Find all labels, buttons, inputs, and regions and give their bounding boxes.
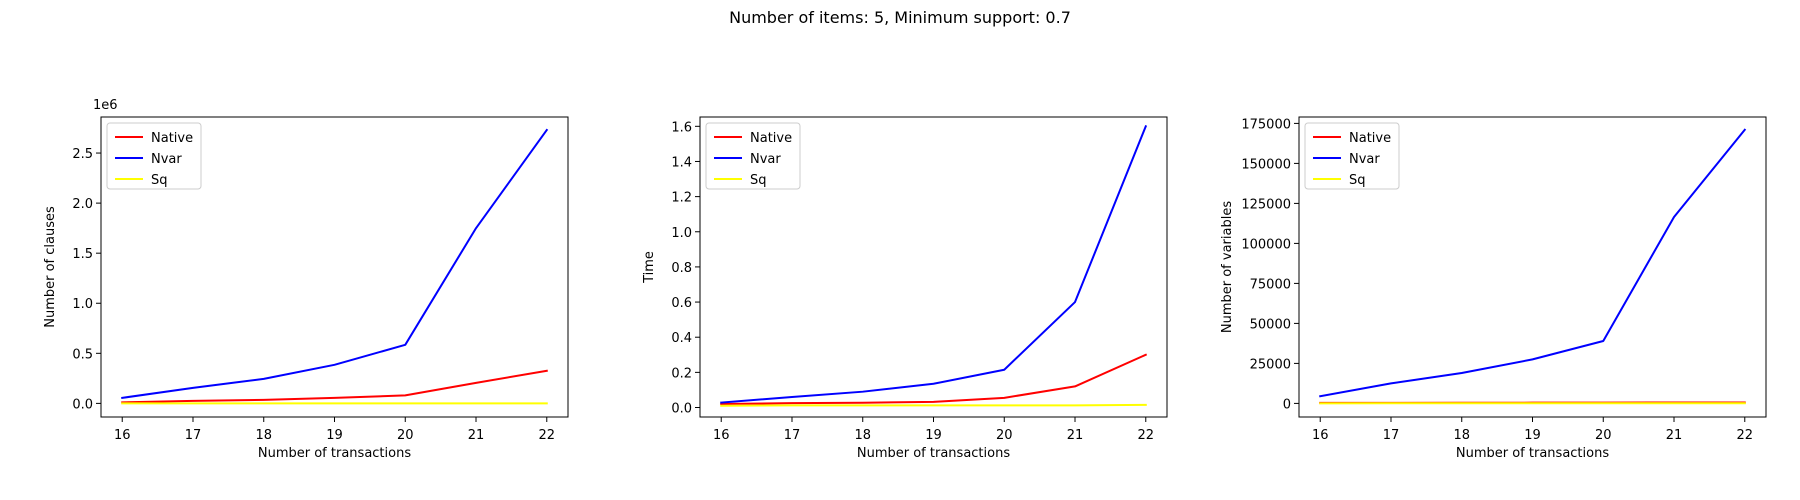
subplots: 16 17 18 19 20 21 22 0.0 0.5 1.0 1.5 2.0 2.5 1e6 Numbe… (43, 98, 1767, 461)
chart-1-series-nvar-line (121, 128, 549, 400)
chart-1: 16 17 18 19 20 21 22 0.0 0.5 1.0 1.5 2.0 2.5 1e6 Numbe… (43, 98, 569, 461)
chart-2-y-tick-label: 0.0 (671, 402, 692, 417)
chart-3-x-axis-label: Number of transactions (1456, 446, 1609, 461)
chart-2-y-tick-label: 0.8 (671, 261, 692, 276)
chart-1-x-tick-label: 21 (468, 428, 485, 443)
chart-1-y-tick-label: 2.0 (72, 197, 93, 212)
chart-2-x-tick-label: 18 (854, 428, 871, 443)
chart-2-y-tick-label: 0.6 (671, 296, 692, 311)
chart-1-legend-box (106, 122, 202, 190)
chart-2-y-tick-label: 1.0 (671, 226, 692, 241)
chart-1-y-axis-label: Number of clauses (43, 206, 58, 328)
chart-1-x-axis-label: Number of transactions (258, 446, 411, 461)
chart-2-series-nvar-line (720, 125, 1148, 404)
chart-3-y-tick-label: 25000 (1250, 357, 1291, 372)
chart-1-legend-label-sq: Sq (151, 173, 168, 188)
chart-1-series-native-line (121, 369, 548, 404)
chart-2-legend-box (705, 122, 801, 190)
chart-1-legend-label-nvar: Nvar (151, 152, 182, 167)
chart-2-y-axis-label: Time (642, 251, 657, 284)
chart-2-y-tick-label: 1.6 (671, 120, 692, 135)
chart-1-x-tick-label: 18 (255, 428, 272, 443)
chart-2-x-tick-label: 17 (784, 428, 801, 443)
chart-1-y-tick-label: 2.5 (72, 147, 93, 162)
chart-3-x-tick-label: 18 (1453, 428, 1470, 443)
chart-3-legend: Native Nvar Sq (1304, 122, 1400, 190)
chart-1-offset-text: 1e6 (93, 98, 118, 113)
chart-2-legend-label-native: Native (750, 131, 792, 146)
chart-3-y-tick-label: 125000 (1241, 197, 1291, 212)
chart-3-x-tick-label: 22 (1736, 428, 1753, 443)
chart-2-x-tick-label: 21 (1067, 428, 1084, 443)
chart-3-x-tick-label: 19 (1524, 428, 1541, 443)
chart-3-legend-label-sq: Sq (1349, 173, 1366, 188)
chart-2-y-tick-label: 1.4 (671, 155, 692, 170)
chart-1-x-tick-label: 16 (114, 428, 131, 443)
chart-3-y-tick-label: 150000 (1241, 157, 1291, 172)
chart-2: 16 17 18 19 20 21 22 0.0 0.2 0.4 0.6 0.8 1.0 1.2 1.4 1.… (642, 116, 1168, 461)
chart-3-y-axis-label: Number of variables (1220, 201, 1235, 333)
chart-3-x-tick-label: 21 (1666, 428, 1683, 443)
chart-3-x-tick-label: 20 (1595, 428, 1612, 443)
chart-3-x-tick-label: 17 (1383, 428, 1400, 443)
chart-2-legend-label-sq: Sq (750, 173, 767, 188)
chart-1-legend-label-native: Native (151, 131, 193, 146)
chart-2-series-sq-line (720, 403, 1147, 407)
chart-3-legend-box (1304, 122, 1400, 190)
figure-suptitle: Number of items: 5, Minimum support: 0.7 (729, 8, 1071, 27)
chart-3-x-tick-label: 16 (1312, 428, 1329, 443)
chart-2-x-tick-label: 19 (925, 428, 942, 443)
chart-2-x-axis-label: Number of transactions (857, 446, 1010, 461)
chart-1-y-tick-label: 0.0 (72, 397, 93, 412)
chart-1-y-tick-label: 1.0 (72, 297, 93, 312)
chart-2-x-tick-label: 16 (713, 428, 730, 443)
chart-2-x-tick-label: 20 (996, 428, 1013, 443)
chart-1-y-tick-label: 1.5 (72, 247, 93, 262)
chart-1-x-tick-label: 20 (397, 428, 414, 443)
chart-1-x-tick-label: 17 (185, 428, 202, 443)
chart-1-y-tick-label: 0.5 (72, 347, 93, 362)
chart-3-y-tick-label: 0 (1283, 397, 1291, 412)
chart-2-legend: Native Nvar Sq (705, 122, 801, 190)
chart-2-y-tick-label: 0.2 (671, 366, 692, 381)
chart-1-x-tick-label: 19 (326, 428, 343, 443)
chart-3-legend-label-native: Native (1349, 131, 1391, 146)
chart-3-series-nvar-line (1319, 128, 1747, 398)
chart-2-series-native-line (720, 353, 1148, 406)
chart-2-x-tick-label: 22 (1137, 428, 1154, 443)
chart-2-y-tick-label: 1.2 (671, 191, 692, 206)
chart-1-x-tick-label: 22 (538, 428, 555, 443)
chart-3-y-tick-label: 175000 (1241, 117, 1291, 132)
chart-3-y-tick-label: 100000 (1241, 237, 1291, 252)
chart-3: 16 17 18 19 20 21 22 0 25000 50000 75000 100000 1250… (1220, 116, 1767, 461)
chart-1-legend: Native Nvar Sq (106, 122, 202, 190)
chart-3-legend-label-nvar: Nvar (1349, 152, 1380, 167)
chart-2-y-tick-label: 0.4 (671, 331, 692, 346)
chart-3-y-tick-label: 50000 (1250, 317, 1291, 332)
chart-3-y-tick-label: 75000 (1250, 277, 1291, 292)
chart-2-legend-label-nvar: Nvar (750, 152, 781, 167)
